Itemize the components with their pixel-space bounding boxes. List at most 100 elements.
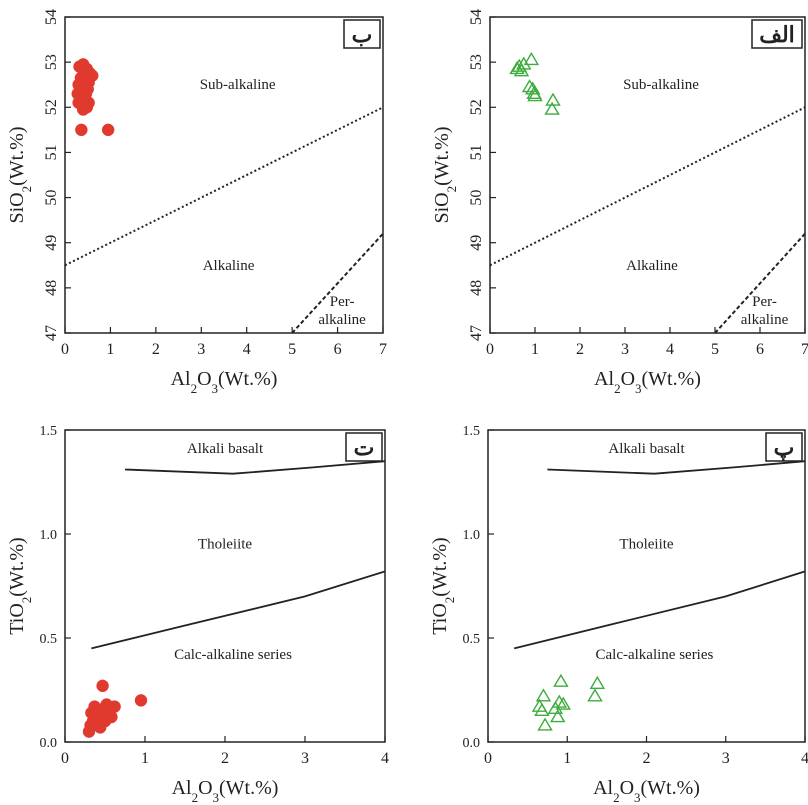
chart-top-right: 0 1 2 3 4 5 6 7 47 48 49 50 51 52 53 54 Sub-alkaline Alka… <box>431 9 808 396</box>
y-tick-label: 49 <box>468 235 485 251</box>
panel-tag: پ <box>774 435 795 462</box>
y-tick-label: 49 <box>43 235 60 251</box>
x-tick-label: 3 <box>197 341 205 358</box>
x-tick-label: 5 <box>288 341 296 358</box>
y-tick-label: 47 <box>468 325 485 341</box>
x-tick-label: 6 <box>756 341 764 358</box>
x-tick-label: 5 <box>711 341 719 358</box>
data-point <box>551 694 568 708</box>
data-point <box>534 702 550 717</box>
x-tick-label: 1 <box>563 750 571 767</box>
panel-tag: الف <box>759 22 795 47</box>
boundary-line <box>513 570 806 650</box>
y-axis-title: SiO2(Wt.%) <box>6 126 34 223</box>
x-axis-title: Al2O3(Wt.%) <box>172 777 279 805</box>
x-tick-label: 0 <box>484 750 492 767</box>
y-tick-label: 0.5 <box>40 632 58 647</box>
y-tick-label: 48 <box>43 280 60 296</box>
x-tick-label: 3 <box>621 341 629 358</box>
boundary-line <box>489 106 806 267</box>
data-point <box>553 673 569 687</box>
y-axis-title: SiO2(Wt.%) <box>431 126 459 223</box>
y-tick-label: 53 <box>43 54 60 70</box>
region-label: Alkaline <box>626 258 678 274</box>
x-tick-label: 0 <box>61 341 69 358</box>
boundary-line <box>714 233 806 334</box>
y-tick-label: 51 <box>43 144 60 160</box>
data-point <box>527 88 543 102</box>
y-tick-label: 1.5 <box>463 424 481 439</box>
region-label: Sub-alkaline <box>200 77 276 93</box>
region-label: Sub-alkaline <box>623 77 699 93</box>
region-label: Tholeiite <box>198 537 252 553</box>
x-tick-label: 4 <box>243 341 251 358</box>
y-tick-label: 0.0 <box>40 736 58 751</box>
boundary-line <box>64 106 384 267</box>
x-tick-label: 1 <box>106 341 114 358</box>
data-point <box>98 714 112 728</box>
data-point <box>537 717 553 731</box>
y-axis-title: TiO2(Wt.%) <box>6 537 34 634</box>
region-label: Alkali basalt <box>608 441 685 457</box>
data-point <box>523 52 540 66</box>
x-tick-label: 1 <box>531 341 539 358</box>
region-label: Calc-alkaline series <box>174 647 292 663</box>
data-point <box>587 688 603 702</box>
x-axis-title: Al2O3(Wt.%) <box>593 777 700 805</box>
data-point <box>96 679 109 693</box>
x-tick-label: 0 <box>486 341 494 358</box>
panel-tag-box <box>751 19 803 49</box>
chart-bottom-right: 0 1 2 3 4 0.0 0.5 1.0 1.5 Alkali basalt Tholeiite C… <box>429 424 808 805</box>
y-tick-label: 52 <box>468 99 485 115</box>
y-tick-label: 1.0 <box>40 528 58 543</box>
x-tick-label: 7 <box>801 341 808 358</box>
y-tick-label: 1.0 <box>463 528 481 543</box>
region-label: Per- <box>330 294 355 310</box>
x-axis-title: Al2O3(Wt.%) <box>594 368 701 396</box>
x-tick-label: 3 <box>722 750 730 767</box>
region-label: alkaline <box>318 312 366 328</box>
plot-frame <box>64 16 384 334</box>
x-tick-label: 4 <box>666 341 674 358</box>
y-tick-label: 48 <box>468 280 485 296</box>
data-point <box>101 123 115 137</box>
x-tick-label: 2 <box>221 750 229 767</box>
x-tick-label: 3 <box>301 750 309 767</box>
y-tick-label: 54 <box>468 9 485 25</box>
panel-tag-box <box>345 432 383 462</box>
data-point <box>88 700 101 713</box>
data-point <box>134 694 148 707</box>
panel-tag: ت <box>354 435 375 460</box>
plot-frame <box>489 16 806 334</box>
x-tick-label: 2 <box>643 750 651 767</box>
chart-bottom-left: 0 1 2 3 4 0.0 0.5 1.0 1.5 Alkali basalt Tholeiite C… <box>6 424 389 805</box>
data-point <box>544 101 560 115</box>
x-tick-label: 2 <box>576 341 584 358</box>
x-tick-label: 0 <box>61 750 69 767</box>
boundary-line <box>291 233 384 334</box>
boundary-line <box>547 460 806 475</box>
data-point <box>550 709 566 723</box>
data-point <box>513 63 530 77</box>
region-label: Calc-alkaline series <box>595 647 713 663</box>
boundary-line <box>124 460 386 475</box>
y-tick-label: 50 <box>43 190 60 206</box>
chart-top-left: 0 1 2 3 4 5 6 7 47 48 49 50 51 52 53 54 Sub-alkaline Alka… <box>6 9 387 396</box>
x-tick-label: 7 <box>379 341 387 358</box>
y-axis-title: TiO2(Wt.%) <box>429 537 457 634</box>
y-tick-label: 0.0 <box>463 736 481 751</box>
y-tick-label: 53 <box>468 54 485 70</box>
x-axis-title: Al2O3(Wt.%) <box>171 368 278 396</box>
data-point <box>516 56 532 70</box>
panel-tag: ب <box>352 22 373 47</box>
region-label: Alkali basalt <box>187 441 264 457</box>
y-tick-label: 1.5 <box>40 424 58 439</box>
panel-tag-box <box>765 432 803 462</box>
y-tick-label: 0.5 <box>463 632 481 647</box>
data-point <box>108 700 121 713</box>
y-tick-label: 52 <box>43 99 60 115</box>
region-label: alkaline <box>741 312 789 328</box>
data-point <box>535 688 552 702</box>
y-tick-label: 50 <box>468 190 485 206</box>
